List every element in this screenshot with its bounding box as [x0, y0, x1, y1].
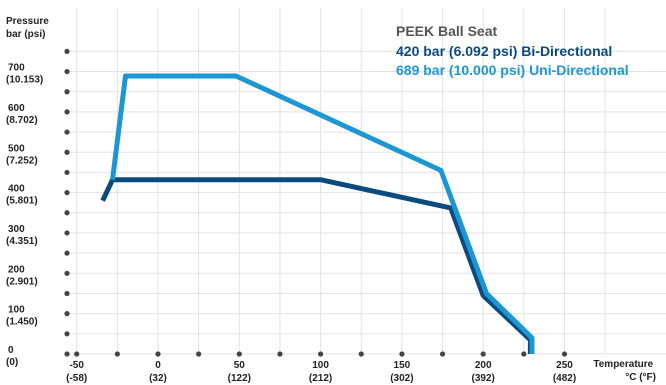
y-tick-psi: (1.450)	[6, 317, 38, 328]
y-tick-label: 0 (0)	[6, 345, 18, 368]
x-tick-fahrenheit: (302)	[390, 373, 413, 384]
x-tick-value: 50	[234, 360, 246, 371]
y-axis-dot	[64, 129, 70, 135]
y-axis-dot	[64, 331, 70, 337]
y-tick-label: 200 (2.901)	[6, 264, 38, 287]
x-axis-dot	[399, 351, 405, 357]
legend-title: PEEK Ball Seat	[396, 23, 497, 39]
x-tick-value: -50	[69, 360, 84, 371]
y-axis-dot	[64, 89, 70, 95]
x-axis-dot	[114, 351, 120, 357]
y-axis-title-line-2: bar (psi)	[6, 29, 45, 40]
y-axis-dot	[64, 169, 70, 176]
x-tick-fahrenheit: (392)	[472, 373, 495, 384]
x-axis-dot	[318, 351, 324, 357]
x-tick-label: 250 (482)	[553, 360, 576, 384]
y-axis-title-line-1: Pressure	[6, 16, 49, 27]
x-tick-label: 0 (32)	[149, 360, 167, 384]
y-tick-value: 600	[8, 103, 25, 114]
y-axis-dot	[64, 230, 70, 236]
x-axis-dot	[155, 351, 161, 357]
y-tick-label: 600 (8.702)	[6, 103, 38, 126]
y-axis-dot	[64, 250, 70, 256]
y-tick-psi: (0)	[6, 357, 18, 368]
legend-series-bi-directional: 420 bar (6.092 psi) Bi-Directional	[396, 43, 612, 59]
x-axis-title-line-2: °C (°F)	[625, 372, 656, 383]
x-tick-labels: -50 (-58) 0 (32) 50 (122) 100 (212) 150 (302) 200 (…	[66, 360, 576, 384]
y-tick-psi: (8.702)	[6, 115, 38, 126]
x-axis-title: Temperature °C (°F)	[593, 359, 656, 383]
legend: PEEK Ball Seat 420 bar (6.092 psi) Bi-Di…	[396, 23, 629, 78]
x-tick-label: 150 (302)	[390, 360, 413, 384]
series-lines	[100, 73, 535, 354]
y-tick-psi: (4.351)	[6, 236, 38, 247]
tick-dots	[64, 48, 568, 357]
y-axis-dot	[64, 311, 70, 317]
y-axis-dot	[64, 210, 70, 216]
y-tick-value: 0	[8, 345, 14, 356]
x-tick-value: 150	[394, 360, 411, 371]
y-tick-psi: (10.153)	[6, 75, 43, 86]
x-tick-value: 0	[155, 360, 161, 371]
y-tick-labels: 0 (0) 100 (1.450) 200 (2.901) 300 (4.351) 400 (5.…	[6, 63, 43, 368]
x-axis-dot	[358, 351, 364, 357]
x-axis-dot	[561, 351, 568, 357]
y-axis-dot	[64, 68, 70, 75]
y-tick-psi: (5.801)	[6, 196, 38, 207]
x-tick-value: 100	[312, 360, 329, 371]
x-tick-label: -50 (-58)	[66, 360, 87, 384]
y-axis-dot	[64, 48, 70, 54]
legend-series-uni-directional: 689 bar (10.000 psi) Uni-Directional	[396, 62, 629, 78]
x-tick-fahrenheit: (-58)	[66, 373, 87, 384]
x-axis-dot	[480, 351, 486, 357]
y-tick-value: 100	[8, 305, 25, 316]
y-axis-dot	[64, 351, 70, 357]
y-tick-label: 400 (5.801)	[6, 184, 38, 207]
y-tick-psi: (7.252)	[6, 155, 38, 166]
x-tick-label: 50 (122)	[228, 360, 251, 384]
x-tick-value: 200	[475, 360, 492, 371]
x-axis-title-line-1: Temperature	[593, 359, 653, 370]
y-tick-label: 100 (1.450)	[6, 305, 38, 328]
y-axis-dot	[64, 190, 70, 196]
y-tick-value: 300	[8, 224, 25, 235]
y-tick-value: 500	[8, 143, 25, 154]
y-axis-dot	[64, 109, 70, 115]
y-tick-psi: (2.901)	[6, 276, 38, 287]
x-tick-fahrenheit: (212)	[309, 373, 332, 384]
x-axis-dot	[74, 351, 80, 357]
x-axis-dot	[277, 351, 283, 357]
y-tick-label: 300 (4.351)	[6, 224, 38, 247]
x-axis-dot	[439, 351, 446, 357]
y-axis-dot	[64, 290, 70, 297]
y-tick-value: 200	[8, 264, 25, 275]
x-axis-dot	[196, 351, 202, 357]
x-tick-label: 200 (392)	[472, 360, 495, 384]
y-tick-label: 500 (7.252)	[6, 143, 38, 166]
x-tick-value: 250	[556, 360, 573, 371]
x-tick-fahrenheit: (32)	[149, 373, 167, 384]
x-tick-fahrenheit: (482)	[553, 373, 576, 384]
y-axis-dot	[64, 270, 70, 276]
series-line-uni-directional	[110, 73, 535, 354]
x-tick-label: 100 (212)	[309, 360, 332, 384]
y-axis-title: Pressure bar (psi)	[6, 16, 52, 40]
series-line-bi-directional	[100, 177, 533, 354]
y-tick-label: 700 (10.153)	[6, 63, 43, 86]
y-axis-dot	[64, 149, 70, 155]
y-tick-value: 700	[8, 63, 25, 74]
x-axis-dot	[521, 351, 527, 357]
x-axis-dot	[236, 351, 242, 357]
y-tick-value: 400	[8, 184, 25, 195]
x-tick-fahrenheit: (122)	[228, 373, 251, 384]
